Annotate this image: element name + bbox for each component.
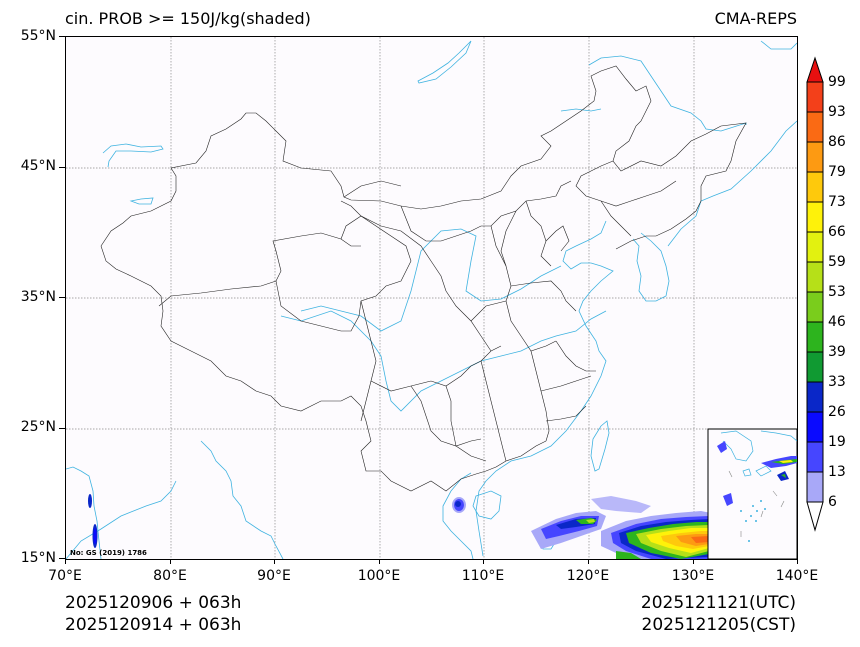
y-tick [59, 558, 65, 559]
init-time-line2: 2025120914 + 063h [65, 615, 242, 635]
colorbar-label: 66 [828, 224, 846, 240]
model-name: CMA-REPS [714, 9, 797, 28]
y-tick-label-15n: 15°N [20, 550, 56, 566]
colorbar-label: 39 [828, 344, 846, 360]
x-tick-label-80e: 80°E [153, 568, 187, 584]
colorbar-under-arrow [806, 501, 824, 532]
colorbar-label: 99 [828, 74, 846, 90]
province-borders [100, 65, 747, 492]
x-tick [693, 559, 694, 564]
valid-time-cst: 2025121205(CST) [641, 615, 796, 635]
map-copyright: No: GS (2019) 1786 [70, 549, 147, 557]
x-tick [274, 559, 275, 564]
colorbar-label: 79 [828, 164, 846, 180]
x-tick-label-90e: 90°E [257, 568, 291, 584]
x-tick-label-100e: 100°E [357, 568, 401, 584]
y-tick [59, 167, 65, 168]
colorbar-over-arrow [806, 56, 824, 83]
x-tick-label-110e: 110°E [461, 568, 505, 584]
colorbar-label: 53 [828, 284, 846, 300]
y-tick-label-25n: 25°N [20, 419, 56, 435]
colorbar-label: 46 [828, 314, 846, 330]
x-tick-label-140e: 140°E [775, 568, 819, 584]
colorbar-label: 26 [828, 404, 846, 420]
x-tick [65, 559, 66, 564]
x-tick [483, 559, 484, 564]
y-tick [59, 428, 65, 429]
inset-map [707, 428, 797, 559]
colorbar [806, 56, 824, 532]
y-tick [59, 36, 65, 37]
y-tick-label-35n: 35°N [20, 289, 56, 305]
x-tick-label-130e: 130°E [671, 568, 715, 584]
x-tick-label-120e: 120°E [566, 568, 610, 584]
x-tick [170, 559, 171, 564]
colorbar-label: 59 [828, 254, 846, 270]
colorbar-label: 6 [828, 494, 837, 510]
probability-shading [88, 494, 711, 559]
colorbar-graphic [806, 56, 824, 532]
y-tick-label-45n: 45°N [20, 158, 56, 174]
colorbar-label: 86 [828, 134, 846, 150]
chart-title: cin. PROB >= 150J/kg(shaded) [65, 9, 311, 28]
x-tick [797, 559, 798, 564]
map-plot-area: No: GS (2019) 1786 [65, 36, 798, 560]
x-tick [588, 559, 589, 564]
y-tick [59, 297, 65, 298]
gridlines [66, 37, 797, 559]
y-tick-label-55n: 55°N [20, 28, 56, 44]
x-tick [379, 559, 380, 564]
colorbar-label: 93 [828, 104, 846, 120]
colorbar-label: 73 [828, 194, 846, 210]
x-tick-label-70e: 70°E [48, 568, 82, 584]
init-time-line1: 2025120906 + 063h [65, 593, 242, 613]
colorbar-label: 19 [828, 434, 846, 450]
valid-time-utc: 2025121121(UTC) [640, 593, 796, 613]
map-canvas [66, 37, 797, 559]
colorbar-label: 13 [828, 464, 846, 480]
colorbar-label: 33 [828, 374, 846, 390]
coastlines [66, 40, 797, 559]
